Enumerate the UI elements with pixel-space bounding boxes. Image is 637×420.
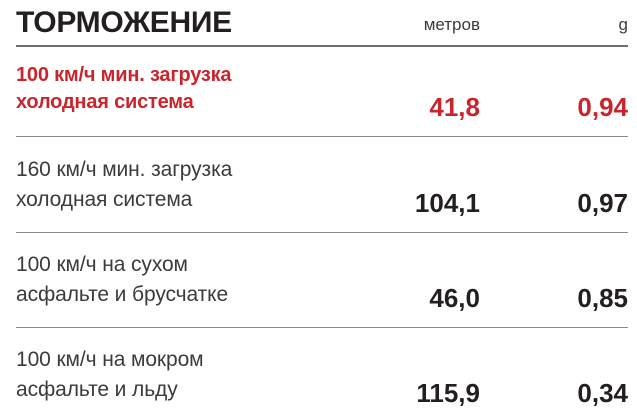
row-label: 160 км/ч мин. загрузка холодная система	[16, 155, 356, 215]
table-row: 160 км/ч мин. загрузка холодная система …	[16, 155, 628, 227]
row-value-meters: 41,8	[429, 92, 480, 122]
row-label-line-2: асфальте и льду	[16, 378, 178, 401]
row-divider	[16, 232, 628, 233]
row-label-line-2: холодная система	[16, 188, 193, 211]
header-divider	[16, 45, 628, 47]
page-title: ТОРМОЖЕНИЕ	[16, 6, 232, 39]
row-value-meters: 115,9	[416, 378, 480, 408]
row-divider	[16, 136, 628, 137]
column-header-gforce: g	[618, 15, 628, 34]
row-value-gforce: 0,94	[577, 92, 628, 122]
row-label-line-2: асфальте и брусчатке	[16, 283, 229, 306]
row-value-gforce: 0,97	[577, 188, 628, 218]
row-label-line-1: 100 км/ч мин. загрузка	[16, 64, 232, 86]
table-header: ТОРМОЖЕНИЕ метров g	[16, 4, 628, 46]
row-divider	[16, 327, 628, 328]
row-label: 100 км/ч на мокром асфальте и льду	[16, 345, 356, 405]
row-value-gforce: 0,34	[577, 378, 628, 408]
row-value-meters: 104,1	[414, 188, 480, 218]
row-label: 100 км/ч на сухом асфальте и брусчатке	[16, 250, 356, 310]
table-row: 100 км/ч мин. загрузка холодная система …	[16, 62, 628, 130]
row-label-line-2: холодная система	[16, 91, 194, 113]
row-value-gforce: 0,85	[577, 283, 628, 313]
table-row: 100 км/ч на мокром асфальте и льду 115,9…	[16, 345, 628, 417]
row-value-meters: 46,0	[429, 283, 480, 313]
row-label-line-1: 160 км/ч мин. загрузка	[16, 158, 233, 181]
row-label-line-1: 100 км/ч на мокром	[16, 348, 204, 371]
column-header-meters: метров	[423, 15, 480, 34]
row-label-line-1: 100 км/ч на сухом	[16, 253, 188, 276]
row-label: 100 км/ч мин. загрузка холодная система	[16, 62, 356, 116]
table-row: 100 км/ч на сухом асфальте и брусчатке 4…	[16, 250, 628, 322]
